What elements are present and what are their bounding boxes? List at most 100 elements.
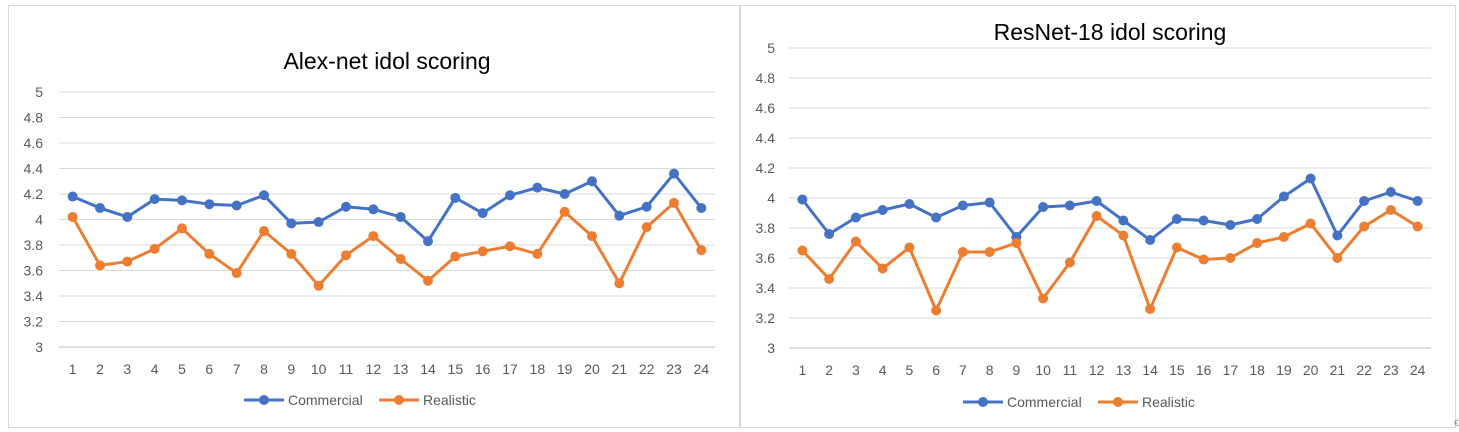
data-point-realistic [957, 247, 968, 257]
data-point-commercial [1359, 196, 1370, 206]
y-tick-label: 3 [767, 340, 775, 356]
x-tick-label: 10 [1035, 362, 1051, 378]
data-point-commercial [904, 199, 915, 209]
data-point-commercial [423, 236, 433, 247]
data-point-commercial [1171, 214, 1182, 224]
x-tick-label: 20 [584, 361, 600, 377]
x-tick-label: 17 [1223, 362, 1239, 378]
data-point-commercial [286, 218, 297, 229]
y-tick-label: 4.2 [24, 186, 44, 202]
y-tick-label: 4 [35, 212, 43, 228]
series-line-commercial [800, 177, 1420, 242]
data-point-commercial [641, 201, 652, 212]
data-point-realistic [477, 246, 488, 257]
data-point-realistic [559, 206, 570, 217]
x-tick-label: 8 [986, 362, 994, 378]
data-point-commercial [931, 212, 942, 223]
data-point-realistic [341, 250, 351, 261]
x-tick-label: 5 [905, 362, 913, 378]
x-tick-label: 24 [694, 361, 710, 377]
data-point-realistic [824, 274, 835, 284]
data-point-realistic [423, 275, 433, 286]
data-point-realistic [450, 251, 461, 262]
y-tick-label: 4 [767, 190, 775, 206]
x-tick-label: 11 [1063, 362, 1078, 378]
data-point-realistic [669, 197, 679, 208]
legend-marker-realistic [1113, 397, 1123, 407]
data-point-commercial [1332, 230, 1343, 241]
data-point-commercial [1198, 215, 1209, 226]
data-point-commercial [122, 211, 133, 222]
data-point-commercial [1145, 235, 1156, 245]
data-point-commercial [204, 199, 215, 210]
x-tick-label: 5 [178, 361, 186, 377]
data-point-commercial [477, 208, 488, 219]
data-point-realistic [395, 254, 406, 265]
x-tick-label: 4 [879, 362, 887, 378]
data-point-realistic [231, 268, 242, 279]
data-point-realistic [850, 236, 861, 247]
x-tick-label: 7 [233, 361, 241, 377]
data-point-commercial [984, 197, 995, 208]
data-point-realistic [1412, 221, 1423, 232]
data-point-realistic [95, 260, 105, 271]
legend-label-realistic: Realistic [423, 392, 476, 408]
data-point-realistic [1225, 253, 1236, 263]
data-point-realistic [149, 243, 160, 254]
data-point-realistic [1252, 238, 1263, 248]
data-point-realistic [1145, 304, 1156, 314]
data-point-commercial [450, 192, 461, 203]
x-tick-label: 12 [366, 361, 382, 377]
data-point-commercial [877, 205, 888, 215]
data-point-realistic [204, 248, 215, 259]
data-point-commercial [614, 210, 625, 221]
data-point-realistic [368, 231, 379, 242]
data-point-commercial [177, 195, 187, 206]
y-tick-label: 5 [767, 40, 775, 56]
data-point-realistic [1064, 257, 1075, 268]
data-point-commercial [395, 211, 406, 222]
data-point-commercial [1118, 215, 1129, 226]
data-point-commercial [559, 189, 570, 199]
data-point-commercial [313, 217, 324, 228]
y-tick-label: 4.8 [24, 110, 44, 126]
x-tick-label: 8 [260, 361, 268, 377]
x-tick-label: 3 [852, 362, 860, 378]
data-point-realistic [1359, 221, 1370, 232]
x-tick-label: 2 [825, 362, 833, 378]
data-point-commercial [587, 176, 597, 187]
data-point-realistic [904, 242, 915, 253]
data-point-realistic [641, 222, 652, 233]
x-tick-label: 14 [420, 361, 436, 377]
x-tick-label: 4 [151, 361, 159, 377]
x-tick-label: 9 [1012, 362, 1020, 378]
x-tick-label: 3 [123, 361, 131, 377]
legend-marker-commercial [259, 395, 269, 405]
x-tick-label: 7 [959, 362, 967, 378]
data-point-realistic [259, 225, 269, 236]
y-tick-label: 4.4 [24, 161, 44, 177]
data-point-commercial [696, 203, 707, 214]
x-tick-label: 23 [666, 361, 682, 377]
data-point-commercial [1252, 214, 1263, 224]
data-point-realistic [67, 211, 78, 222]
x-tick-label: 13 [1116, 362, 1132, 378]
y-tick-label: 4.6 [24, 135, 44, 151]
y-tick-label: 3.6 [756, 250, 776, 266]
legend-label-commercial: Commercial [288, 392, 363, 408]
data-point-commercial [669, 168, 679, 179]
data-point-realistic [313, 280, 324, 291]
chart-panel-resnet18: ResNet-18 idol scoring 3 3.2 3.4 3.6 3.8 4 4.2 4… [740, 5, 1456, 428]
data-point-commercial [1091, 196, 1102, 206]
x-tick-label: 20 [1303, 362, 1319, 378]
x-tick-label: 15 [1169, 362, 1185, 378]
x-tick-label: 16 [1196, 362, 1212, 378]
data-point-realistic [505, 241, 515, 252]
x-tick-label: 19 [1276, 362, 1292, 378]
data-point-commercial [850, 212, 861, 223]
x-tick-label: 23 [1383, 362, 1399, 378]
data-point-realistic [1385, 205, 1396, 215]
data-point-realistic [877, 263, 888, 274]
legend-marker-commercial [978, 397, 988, 407]
legend-marker-realistic [394, 395, 404, 405]
